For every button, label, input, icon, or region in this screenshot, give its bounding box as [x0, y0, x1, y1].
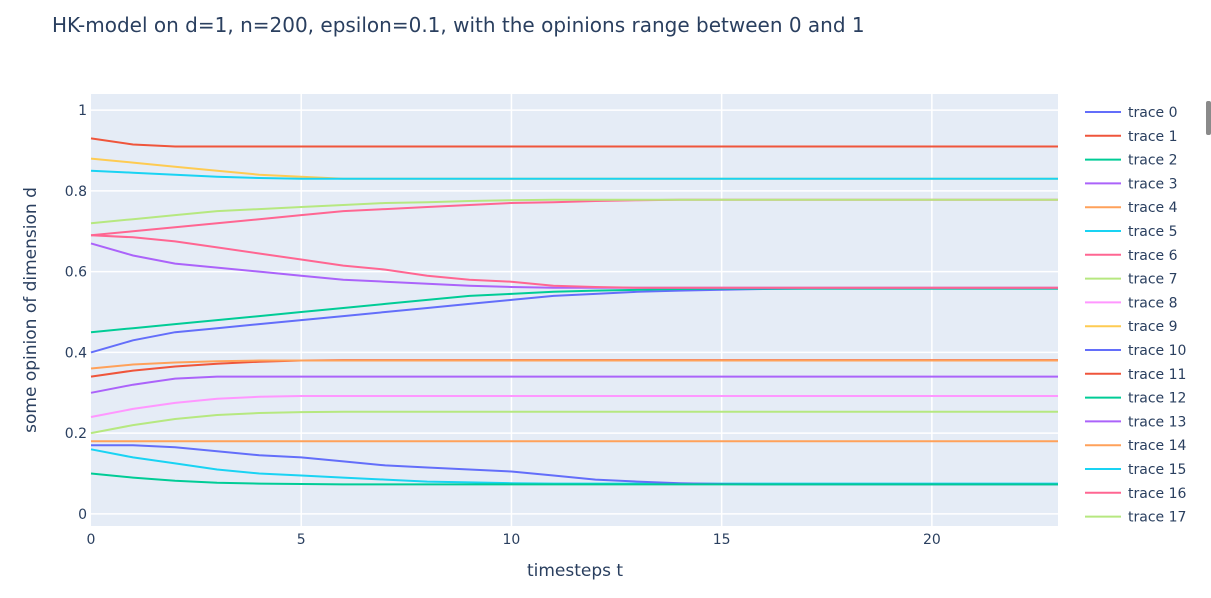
legend-label: trace 13: [1128, 414, 1186, 430]
legend-label: trace 8: [1128, 295, 1178, 311]
legend-item-trace-9[interactable]: trace 9: [1085, 319, 1178, 335]
legend-item-trace-17[interactable]: trace 17: [1085, 510, 1186, 526]
legend-label: trace 17: [1128, 510, 1186, 526]
x-axis-label: timesteps t: [527, 561, 623, 581]
y-tick-label: 1: [78, 103, 87, 119]
series-line-trace-6[interactable]: [90, 234, 1058, 289]
legend-item-trace-8[interactable]: trace 8: [1085, 295, 1178, 311]
series-line-trace-7[interactable]: [90, 410, 1058, 435]
legend-item-trace-5[interactable]: trace 5: [1085, 224, 1178, 240]
legend-label: trace 14: [1128, 438, 1186, 454]
x-tick-label: 15: [713, 532, 731, 548]
legend-label: trace 15: [1128, 462, 1186, 478]
series-line-trace-17[interactable]: [90, 198, 1058, 225]
legend-item-trace-0[interactable]: trace 0: [1085, 105, 1178, 121]
series-line-trace-12[interactable]: [90, 472, 1058, 486]
legend-label: trace 4: [1128, 200, 1178, 216]
y-axis-label: some opinion of dimension d: [21, 187, 41, 433]
y-tick-label: 0: [78, 507, 87, 523]
legend: trace 0 trace 1 trace 2 trace 3 trace 4 trace…: [1085, 105, 1186, 526]
series-line-trace-15[interactable]: [90, 169, 1058, 180]
y-tick-label: 0.6: [65, 265, 87, 281]
legend-item-trace-10[interactable]: trace 10: [1085, 343, 1186, 359]
x-tick-label: 10: [503, 532, 521, 548]
legend-item-trace-4[interactable]: trace 4: [1085, 200, 1178, 216]
series-line-trace-8[interactable]: [90, 395, 1058, 418]
legend-item-trace-14[interactable]: trace 14: [1085, 438, 1186, 454]
legend-label: trace 6: [1128, 248, 1178, 264]
legend-label: trace 3: [1128, 176, 1178, 192]
x-tick-label: 0: [87, 532, 96, 548]
series-line-trace-1[interactable]: [90, 137, 1058, 148]
axis-ticks: 0 5 10 15 20 0 0.2 0.4 0.6 0.8 1: [65, 103, 941, 548]
chart-title: HK-model on d=1, n=200, epsilon=0.1, wit…: [52, 13, 865, 37]
legend-scrollbar[interactable]: [1206, 101, 1211, 135]
y-tick-label: 0.8: [65, 184, 87, 200]
legend-item-trace-11[interactable]: trace 11: [1085, 367, 1186, 383]
y-tick-label: 0.2: [65, 426, 87, 442]
legend-label: trace 9: [1128, 319, 1178, 335]
legend-label: trace 12: [1128, 391, 1186, 407]
x-tick-label: 5: [297, 532, 306, 548]
legend-item-trace-12[interactable]: trace 12: [1085, 391, 1186, 407]
legend-item-trace-3[interactable]: trace 3: [1085, 176, 1178, 192]
legend-item-trace-13[interactable]: trace 13: [1085, 414, 1186, 430]
legend-label: trace 7: [1128, 272, 1178, 288]
series-lines: [90, 137, 1058, 486]
legend-label: trace 5: [1128, 224, 1178, 240]
legend-item-trace-15[interactable]: trace 15: [1085, 462, 1186, 478]
legend-item-trace-1[interactable]: trace 1: [1085, 129, 1178, 145]
legend-label: trace 0: [1128, 105, 1178, 121]
legend-item-trace-16[interactable]: trace 16: [1085, 486, 1186, 502]
legend-item-trace-2[interactable]: trace 2: [1085, 153, 1178, 169]
legend-item-trace-6[interactable]: trace 6: [1085, 248, 1178, 264]
y-tick-label: 0.4: [65, 345, 87, 361]
legend-label: trace 10: [1128, 343, 1186, 359]
series-line-trace-13[interactable]: [90, 375, 1058, 394]
legend-label: trace 16: [1128, 486, 1186, 502]
x-tick-label: 20: [923, 532, 941, 548]
legend-label: trace 1: [1128, 129, 1178, 145]
legend-label: trace 11: [1128, 367, 1186, 383]
legend-item-trace-7[interactable]: trace 7: [1085, 272, 1178, 288]
grid-lines: [91, 94, 1058, 526]
legend-label: trace 2: [1128, 153, 1178, 169]
series-line-trace-14[interactable]: [90, 359, 1058, 370]
plot-area[interactable]: [91, 94, 1058, 526]
